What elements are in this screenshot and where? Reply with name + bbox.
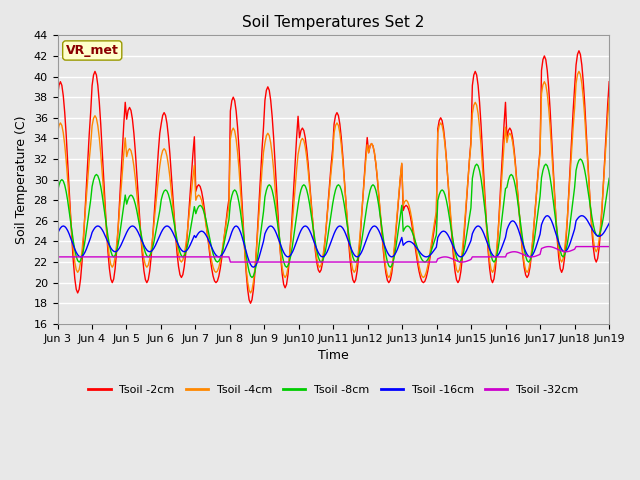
Tsoil -32cm: [227, 259, 234, 265]
Tsoil -8cm: [449, 232, 456, 238]
Line: Tsoil -16cm: Tsoil -16cm: [58, 216, 609, 267]
Tsoil -4cm: [449, 232, 456, 238]
Tsoil -8cm: [531, 237, 538, 243]
Y-axis label: Soil Temperature (C): Soil Temperature (C): [15, 115, 28, 244]
Tsoil -16cm: [531, 249, 538, 254]
Tsoil -2cm: [72, 287, 80, 292]
Tsoil -32cm: [604, 244, 612, 250]
Tsoil -16cm: [72, 250, 80, 255]
Tsoil -8cm: [605, 175, 613, 181]
Tsoil -4cm: [246, 290, 254, 296]
Tsoil -4cm: [605, 95, 613, 101]
Line: Tsoil -4cm: Tsoil -4cm: [58, 72, 609, 293]
Tsoil -2cm: [54, 93, 61, 99]
Tsoil -8cm: [604, 185, 612, 191]
Tsoil -16cm: [543, 213, 551, 218]
Tsoil -32cm: [90, 254, 97, 260]
Tsoil -8cm: [72, 253, 80, 259]
Tsoil -8cm: [90, 177, 97, 183]
Tsoil -16cm: [604, 223, 612, 229]
Legend: Tsoil -2cm, Tsoil -4cm, Tsoil -8cm, Tsoil -16cm, Tsoil -32cm: Tsoil -2cm, Tsoil -4cm, Tsoil -8cm, Tsoi…: [84, 380, 583, 399]
Tsoil -8cm: [577, 156, 584, 162]
Tsoil -4cm: [339, 157, 347, 163]
Tsoil -2cm: [604, 101, 612, 107]
Tsoil -4cm: [604, 114, 612, 120]
Line: Tsoil -8cm: Tsoil -8cm: [58, 159, 609, 277]
Tsoil -2cm: [90, 72, 97, 78]
X-axis label: Time: Time: [318, 349, 349, 362]
Title: Soil Temperatures Set 2: Soil Temperatures Set 2: [242, 15, 424, 30]
Tsoil -2cm: [339, 152, 347, 158]
Line: Tsoil -2cm: Tsoil -2cm: [58, 51, 609, 303]
Tsoil -4cm: [575, 69, 583, 74]
Tsoil -32cm: [72, 254, 80, 260]
Tsoil -2cm: [575, 48, 583, 54]
Tsoil -4cm: [90, 115, 97, 121]
Tsoil -32cm: [605, 244, 613, 250]
Tsoil -2cm: [531, 219, 538, 225]
Tsoil -8cm: [339, 193, 347, 199]
Tsoil -16cm: [339, 225, 347, 231]
Tsoil -16cm: [449, 241, 456, 247]
Tsoil -16cm: [90, 227, 97, 233]
Tsoil -16cm: [605, 220, 613, 226]
Tsoil -32cm: [339, 259, 347, 265]
Tsoil -16cm: [54, 231, 61, 237]
Tsoil -4cm: [531, 218, 538, 224]
Tsoil -2cm: [449, 239, 456, 244]
Tsoil -4cm: [54, 130, 61, 136]
Tsoil -8cm: [54, 189, 61, 194]
Tsoil -32cm: [545, 244, 552, 250]
Tsoil -4cm: [72, 267, 80, 273]
Line: Tsoil -32cm: Tsoil -32cm: [58, 247, 609, 262]
Tsoil -32cm: [54, 254, 61, 260]
Tsoil -8cm: [248, 275, 256, 280]
Tsoil -32cm: [449, 256, 456, 262]
Tsoil -16cm: [250, 264, 257, 270]
Tsoil -32cm: [531, 253, 538, 259]
Text: VR_met: VR_met: [66, 44, 118, 57]
Tsoil -2cm: [246, 300, 254, 306]
Tsoil -2cm: [605, 79, 613, 84]
